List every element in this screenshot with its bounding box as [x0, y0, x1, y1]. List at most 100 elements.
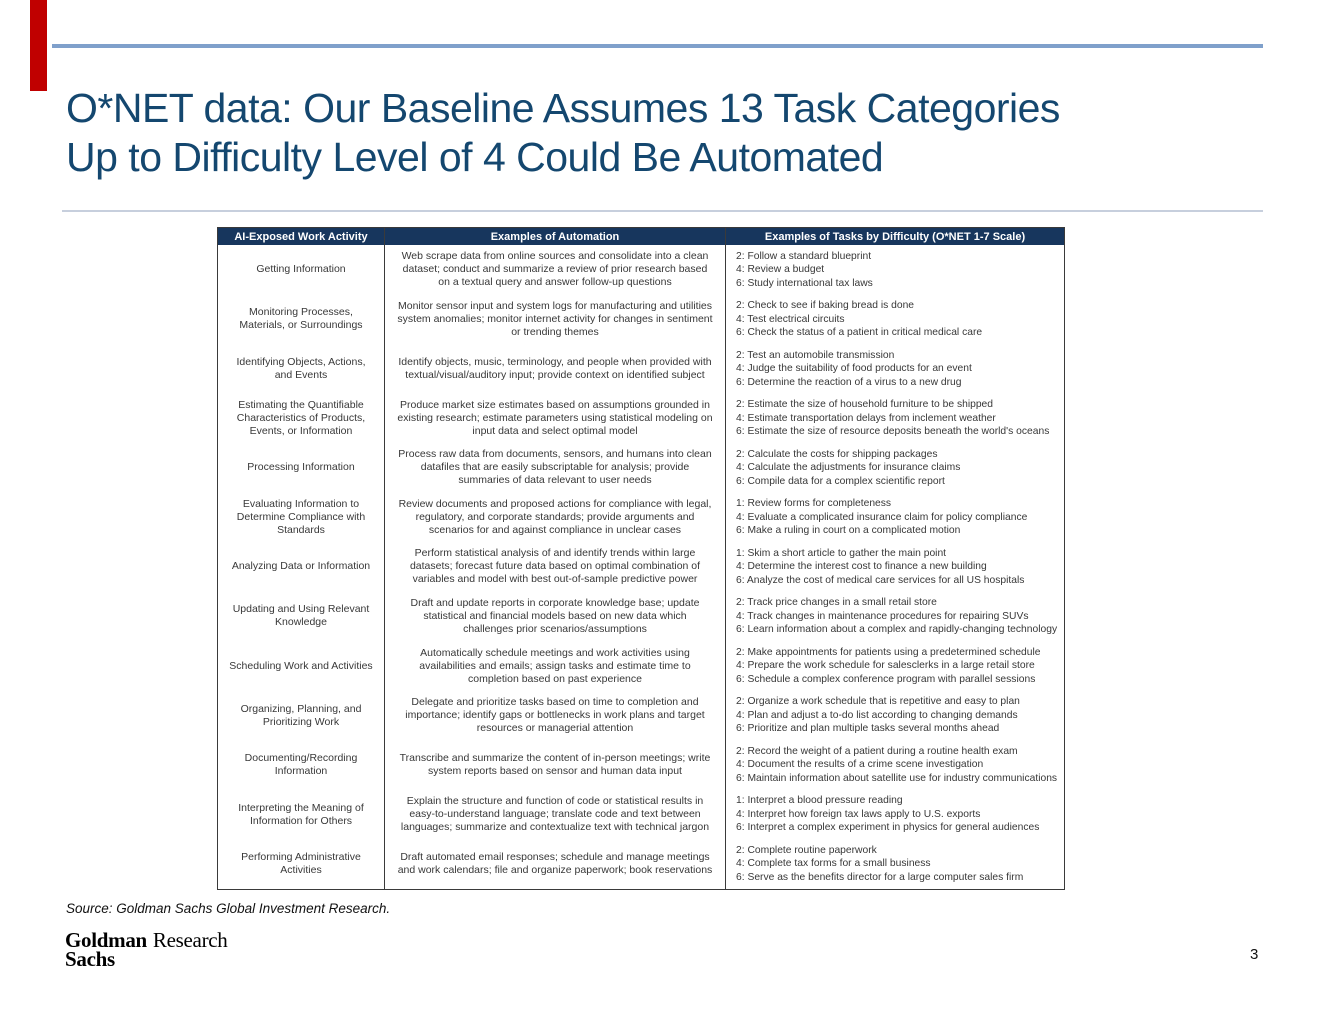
task-difficulty-line: 6: Check the status of a patient in crit…: [736, 327, 983, 339]
cell-automation-example: Explain the structure and function of co…: [385, 789, 726, 840]
task-difficulty-line: 6: Estimate the size of resource deposit…: [736, 426, 1050, 438]
task-difficulty-line: 1: Interpret a blood pressure reading: [736, 795, 903, 807]
task-difficulty-line: 4: Evaluate a complicated insurance clai…: [736, 511, 1028, 523]
cell-difficulty-tasks: 2: Calculate the costs for shipping pack…: [726, 443, 1064, 493]
task-difficulty-line: 6: Prioritize and plan multiple tasks se…: [736, 723, 1000, 735]
task-difficulty-line: 4: Interpret how foreign tax laws apply …: [736, 808, 981, 820]
cell-work-activity: Scheduling Work and Activities: [218, 641, 385, 691]
logo-line-1: Goldman Research: [65, 928, 228, 952]
task-difficulty-line: 4: Complete tax forms for a small busine…: [736, 858, 931, 870]
task-difficulty-line: 2: Record the weight of a patient during…: [736, 745, 1018, 757]
table-row: Performing Administrative Activities Dra…: [218, 839, 1064, 889]
task-difficulty-line: 6: Make a ruling in court on a complicat…: [736, 525, 961, 537]
logo-sachs: Sachs: [65, 946, 115, 971]
task-difficulty-line: 4: Track changes in maintenance procedur…: [736, 610, 1029, 622]
table-row: Updating and Using Relevant Knowledge Dr…: [218, 591, 1064, 642]
cell-automation-example: Draft and update reports in corporate kn…: [385, 591, 726, 642]
cell-work-activity: Updating and Using Relevant Knowledge: [218, 591, 385, 642]
task-difficulty-line: 6: Interpret a complex experiment in phy…: [736, 822, 1040, 834]
cell-work-activity: Analyzing Data or Information: [218, 542, 385, 592]
cell-automation-example: Web scrape data from online sources and …: [385, 245, 726, 295]
cell-difficulty-tasks: 2: Organize a work schedule that is repe…: [726, 691, 1064, 741]
logo-goldman: Goldman: [65, 928, 147, 952]
task-difficulty-line: 4: Test electrical circuits: [736, 313, 845, 325]
cell-difficulty-tasks: 1: Review forms for completeness 4: Evalu…: [726, 493, 1064, 543]
cell-difficulty-tasks: 2: Check to see if baking bread is done 4…: [726, 295, 1064, 345]
cell-automation-example: Review documents and proposed actions fo…: [385, 492, 726, 543]
cell-difficulty-tasks: 2: Complete routine paperwork 4: Complete…: [726, 839, 1064, 889]
task-difficulty-line: 6: Learn information about a complex and…: [736, 624, 1058, 636]
table-row: Analyzing Data or Information Perform st…: [218, 542, 1064, 592]
cell-difficulty-tasks: 2: Make appointments for patients using …: [726, 641, 1064, 691]
table-row: Organizing, Planning, and Prioritizing W…: [218, 690, 1064, 741]
task-difficulty-line: 6: Serve as the benefits director for a …: [736, 871, 1024, 883]
task-difficulty-line: 6: Compile data for a complex scientific…: [736, 475, 945, 487]
table-row: Processing Information Process raw data …: [218, 443, 1064, 493]
task-difficulty-line: 2: Test an automobile transmission: [736, 349, 895, 361]
table-row: Documenting/Recording Information Transc…: [218, 740, 1064, 790]
cell-work-activity: Estimating the Quantifiable Characterist…: [218, 393, 385, 444]
cell-automation-example: Delegate and prioritize tasks based on t…: [385, 690, 726, 741]
task-difficulty-line: 2: Follow a standard blueprint: [736, 250, 872, 262]
table-row: Scheduling Work and Activities Automatic…: [218, 641, 1064, 691]
cell-work-activity: Processing Information: [218, 443, 385, 493]
cell-work-activity: Identifying Objects, Actions, and Events: [218, 344, 385, 394]
task-difficulty-line: 2: Calculate the costs for shipping pack…: [736, 448, 938, 460]
cell-difficulty-tasks: 2: Record the weight of a patient during…: [726, 740, 1064, 790]
table-row: Monitoring Processes, Materials, or Surr…: [218, 294, 1064, 345]
cell-difficulty-tasks: 1: Skim a short article to gather the ma…: [726, 542, 1064, 592]
cell-difficulty-tasks: 2: Follow a standard blueprint 4: Review …: [726, 245, 1064, 295]
logo-research: Research: [152, 928, 228, 952]
task-difficulty-line: 4: Determine the interest cost to financ…: [736, 561, 987, 573]
page-number: 3: [1250, 946, 1259, 963]
task-difficulty-line: 4: Calculate the adjustments for insuran…: [736, 462, 961, 474]
cell-work-activity: Interpreting the Meaning of Information …: [218, 789, 385, 840]
task-difficulty-line: 1: Review forms for completeness: [736, 498, 892, 510]
source-note: Source: Goldman Sachs Global Investment …: [66, 901, 391, 916]
task-difficulty-line: 4: Plan and adjust a to-do list accordin…: [736, 709, 1018, 721]
cell-work-activity: Evaluating Information to Determine Comp…: [218, 492, 385, 543]
task-difficulty-line: 6: Analyze the cost of medical care serv…: [736, 574, 1025, 586]
title-line-1: O*NET data: Our Baseline Assumes 13 Task…: [66, 85, 1060, 131]
task-difficulty-line: 2: Make appointments for patients using …: [736, 646, 1041, 658]
cell-work-activity: Getting Information: [218, 245, 385, 295]
cell-automation-example: Process raw data from documents, sensors…: [385, 443, 726, 493]
cell-automation-example: Monitor sensor input and system logs for…: [385, 294, 726, 345]
task-difficulty-line: 4: Estimate transportation delays from i…: [736, 412, 996, 424]
cell-work-activity: Organizing, Planning, and Prioritizing W…: [218, 690, 385, 741]
cell-automation-example: Automatically schedule meetings and work…: [385, 641, 726, 691]
task-difficulty-line: 2: Estimate the size of household furnit…: [736, 399, 994, 411]
cell-automation-example: Produce market size estimates based on a…: [385, 393, 726, 444]
task-difficulty-line: 6: Study international tax laws: [736, 277, 873, 289]
task-difficulty-line: 6: Maintain information about satellite …: [736, 772, 1058, 784]
title-divider-line: [62, 210, 1263, 212]
table-row: Evaluating Information to Determine Comp…: [218, 492, 1064, 543]
task-difficulty-line: 4: Document the results of a crime scene…: [736, 759, 984, 771]
table-row: Estimating the Quantifiable Characterist…: [218, 393, 1064, 444]
cell-work-activity: Performing Administrative Activities: [218, 839, 385, 889]
table-header-row: AI-Exposed Work Activity Examples of Aut…: [218, 228, 1064, 245]
task-difficulty-line: 2: Check to see if baking bread is done: [736, 300, 915, 312]
task-difficulty-line: 4: Judge the suitability of food product…: [736, 363, 972, 375]
task-difficulty-line: 6: Determine the reaction of a virus to …: [736, 376, 962, 388]
cell-automation-example: Perform statistical analysis of and iden…: [385, 542, 726, 592]
goldman-sachs-logo: Goldman Research Sachs: [65, 928, 228, 971]
table-row: Interpreting the Meaning of Information …: [218, 789, 1064, 840]
cell-automation-example: Identify objects, music, terminology, an…: [385, 344, 726, 394]
task-table: AI-Exposed Work Activity Examples of Aut…: [217, 227, 1065, 890]
cell-difficulty-tasks: 2: Track price changes in a small retail…: [726, 592, 1064, 642]
page-title: O*NET data: Our Baseline Assumes 13 Task…: [66, 84, 1246, 182]
task-difficulty-line: 4: Prepare the work schedule for salescl…: [736, 660, 1035, 672]
table-body: Getting Information Web scrape data from…: [218, 245, 1064, 889]
task-difficulty-line: 2: Organize a work schedule that is repe…: [736, 696, 1020, 708]
cell-work-activity: Monitoring Processes, Materials, or Surr…: [218, 294, 385, 345]
task-difficulty-line: 2: Track price changes in a small retail…: [736, 597, 937, 609]
cell-work-activity: Documenting/Recording Information: [218, 740, 385, 790]
cell-difficulty-tasks: 2: Estimate the size of household furnit…: [726, 394, 1064, 444]
title-line-2: Up to Difficulty Level of 4 Could Be Aut…: [66, 134, 884, 180]
cell-automation-example: Transcribe and summarize the content of …: [385, 740, 726, 790]
table-row: Getting Information Web scrape data from…: [218, 245, 1064, 295]
top-divider-line: [52, 44, 1263, 48]
column-header-difficulty: Examples of Tasks by Difficulty (O*NET 1…: [764, 230, 1026, 243]
